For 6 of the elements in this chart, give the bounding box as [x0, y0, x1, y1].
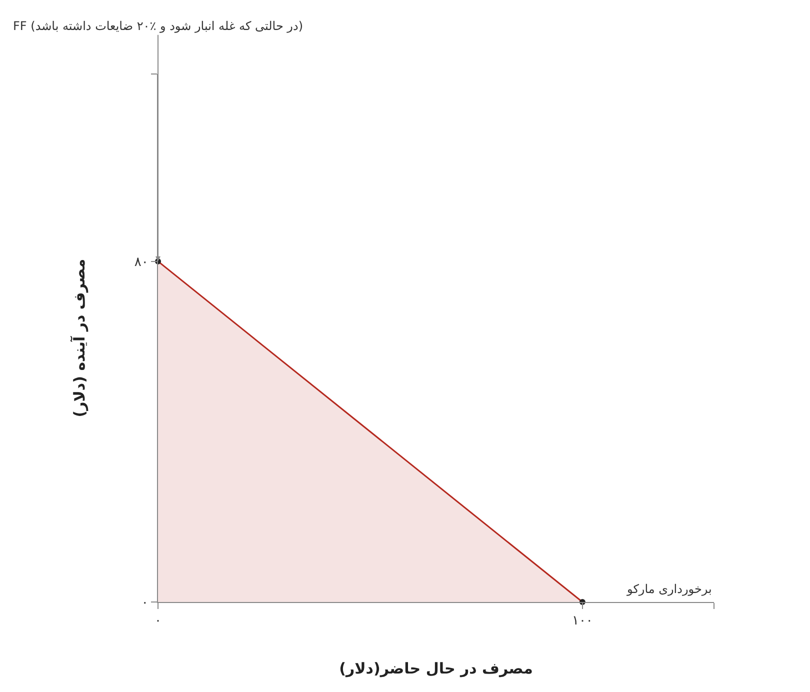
- annotation: برخورداری مارکو: [626, 582, 712, 596]
- y-tick-label: ۸۰: [134, 254, 148, 270]
- x-axis-title: مصرف در حال حاضر(دلار): [339, 660, 533, 678]
- y-axis-title: مصرف در آینده (دلار): [70, 258, 89, 418]
- x-tick-label: ۱۰۰: [572, 614, 593, 629]
- annotation: FF (در حالتی که غله انبار شود و ٪۲۰ ضایعات داشته باشد): [13, 19, 304, 33]
